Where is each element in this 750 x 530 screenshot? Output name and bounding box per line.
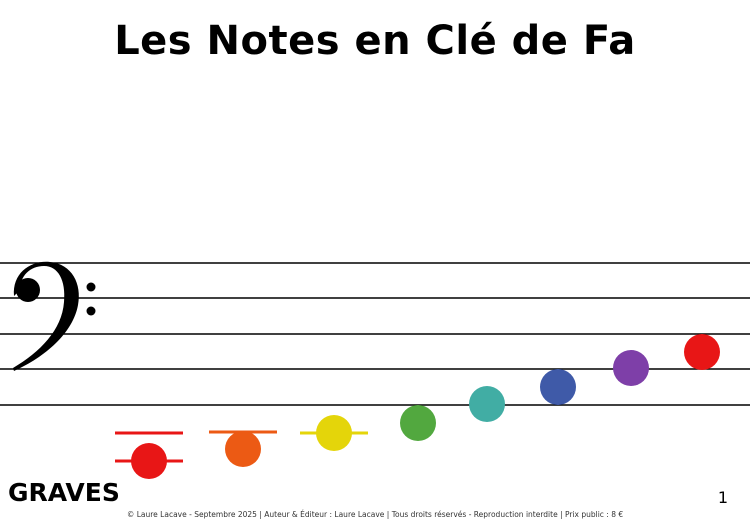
note xyxy=(469,386,505,422)
staff-lines xyxy=(0,262,750,406)
note-head xyxy=(684,334,720,370)
note xyxy=(209,430,277,467)
level-label: GRAVES xyxy=(8,478,120,507)
note xyxy=(684,334,720,370)
note xyxy=(540,369,576,405)
note-head xyxy=(225,431,261,467)
note-head xyxy=(131,443,167,479)
page-title: Les Notes en Clé de Fa xyxy=(114,18,636,64)
footer-copyright: © Laure Lacave - Septembre 2025 | Auteur… xyxy=(126,510,624,519)
note xyxy=(115,431,183,479)
page-number: 1 xyxy=(717,488,728,507)
note xyxy=(613,350,649,386)
note-head xyxy=(316,415,352,451)
bass-clef-icon xyxy=(13,261,96,371)
note-head xyxy=(400,405,436,441)
note-head xyxy=(469,386,505,422)
note-head xyxy=(540,369,576,405)
note xyxy=(400,405,436,441)
note-head xyxy=(613,350,649,386)
note xyxy=(300,415,368,451)
notes-group xyxy=(115,334,720,479)
